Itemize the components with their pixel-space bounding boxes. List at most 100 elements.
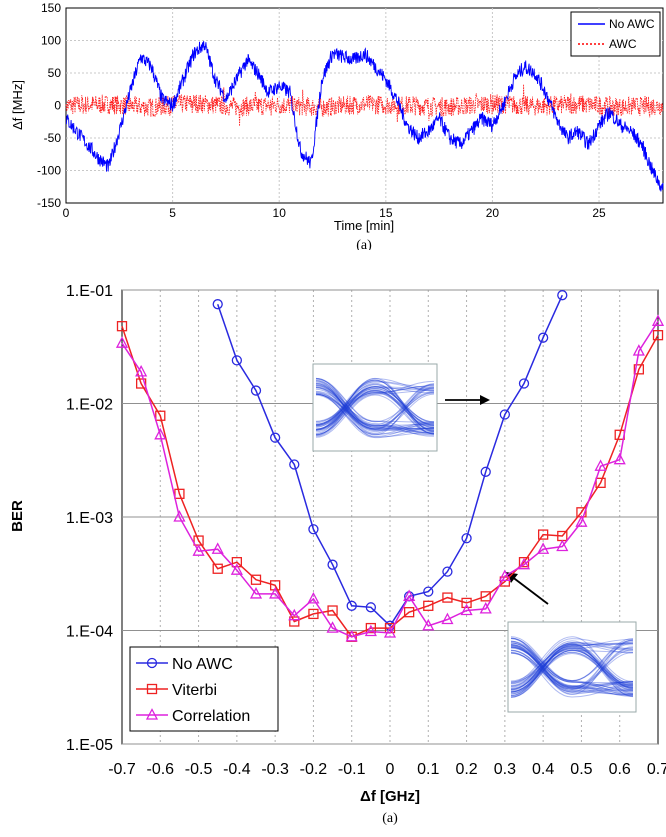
point-viterbi bbox=[480, 591, 491, 602]
point-correlation bbox=[517, 557, 531, 570]
point-correlation bbox=[345, 629, 358, 642]
x-tick-label: -0.1 bbox=[338, 761, 366, 778]
point-no-awc bbox=[308, 524, 319, 535]
y-tick-label: 1.E-03 bbox=[66, 510, 113, 527]
x-tick-label: 15 bbox=[379, 206, 393, 220]
legend-label-viterbi: Viterbi bbox=[172, 682, 217, 699]
legend: No AWC AWC bbox=[570, 11, 661, 57]
arrow-top-head bbox=[480, 395, 490, 405]
point-correlation bbox=[556, 539, 569, 552]
y-tick-label: 1.E-01 bbox=[66, 283, 113, 300]
point-viterbi bbox=[403, 607, 415, 618]
x-tick-label: -0.2 bbox=[300, 761, 328, 778]
point-viterbi bbox=[365, 622, 377, 634]
series-line-correlation bbox=[121, 320, 659, 638]
x-tick-label: 25 bbox=[592, 206, 606, 220]
point-viterbi bbox=[212, 563, 223, 574]
point-correlation bbox=[326, 621, 339, 633]
legend-label-correlation: Correlation bbox=[172, 708, 250, 725]
x-tick-label: 20 bbox=[486, 206, 500, 220]
y-tick-label: 150 bbox=[41, 1, 61, 15]
y-tick-label: -150 bbox=[37, 196, 61, 210]
eye-diagram-inset-top bbox=[312, 363, 438, 452]
point-correlation bbox=[269, 587, 282, 599]
x-tick-label: -0.4 bbox=[223, 761, 251, 778]
point-correlation bbox=[479, 602, 492, 614]
point-correlation bbox=[422, 618, 435, 631]
point-no-awc bbox=[289, 459, 300, 470]
point-correlation bbox=[135, 364, 148, 377]
point-no-awc bbox=[346, 600, 357, 611]
point-no-awc bbox=[231, 355, 243, 366]
point-correlation bbox=[383, 626, 397, 638]
point-correlation bbox=[537, 542, 550, 554]
point-viterbi bbox=[135, 378, 147, 389]
point-correlation bbox=[575, 515, 588, 527]
figure-caption: (a) bbox=[382, 811, 398, 826]
legend: No AWC Viterbi Correlation bbox=[129, 646, 279, 732]
x-tick-label: 0.3 bbox=[494, 761, 516, 778]
x-axis-label: Δf [GHz] bbox=[360, 788, 420, 805]
eye-diagram-inset-bottom bbox=[507, 621, 637, 713]
point-correlation bbox=[460, 603, 473, 616]
y-tick-label: 1.E-05 bbox=[66, 737, 113, 754]
y-tick-label: 50 bbox=[48, 66, 62, 80]
x-tick-label: 0.4 bbox=[532, 761, 554, 778]
point-correlation bbox=[288, 608, 301, 621]
x-tick-label: 10 bbox=[273, 206, 287, 220]
x-tick-label: 0 bbox=[63, 206, 70, 220]
point-viterbi bbox=[308, 608, 319, 620]
point-no-awc bbox=[537, 332, 549, 343]
x-tick-label: 0.7 bbox=[647, 761, 666, 778]
arrow-bottom-head bbox=[506, 572, 518, 583]
point-correlation bbox=[249, 587, 263, 599]
x-tick-label: -0.5 bbox=[185, 761, 213, 778]
y-tick-label: -100 bbox=[37, 164, 61, 178]
point-correlation bbox=[498, 569, 511, 581]
point-viterbi bbox=[250, 574, 262, 585]
point-correlation bbox=[192, 544, 205, 556]
point-viterbi bbox=[652, 330, 664, 341]
point-correlation bbox=[173, 510, 186, 522]
x-tick-label: 0.5 bbox=[570, 761, 592, 778]
point-correlation bbox=[403, 589, 416, 601]
point-no-awc bbox=[327, 559, 338, 570]
x-tick-label: -0.3 bbox=[261, 761, 289, 778]
point-no-awc bbox=[365, 602, 377, 613]
series-no-awc bbox=[65, 41, 664, 192]
point-viterbi bbox=[269, 580, 281, 591]
point-no-awc bbox=[518, 378, 530, 389]
point-correlation bbox=[211, 542, 224, 554]
point-no-awc bbox=[250, 385, 262, 396]
legend-label-no-awc: No AWC bbox=[172, 656, 233, 673]
x-tick-label: -0.7 bbox=[108, 761, 136, 778]
y-tick-label: 1.E-04 bbox=[66, 624, 113, 641]
point-viterbi bbox=[155, 410, 166, 421]
y-tick-label: 1.E-02 bbox=[66, 397, 113, 414]
x-tick-label: 0.6 bbox=[609, 761, 631, 778]
point-viterbi bbox=[633, 364, 645, 375]
point-viterbi bbox=[518, 557, 530, 568]
point-no-awc bbox=[461, 533, 472, 544]
point-no-awc bbox=[480, 466, 491, 477]
point-viterbi bbox=[461, 597, 472, 609]
y-tick-label: 0 bbox=[54, 99, 61, 113]
ber-chart: -0.7 -0.6 -0.5 -0.4 -0.3 -0.2 -0.1 0 0.1 0.2 0.3 0.… bbox=[9, 283, 666, 826]
point-viterbi bbox=[289, 616, 300, 627]
arrow-bottom bbox=[510, 575, 549, 605]
point-viterbi bbox=[442, 592, 453, 603]
point-viterbi bbox=[537, 529, 549, 540]
y-axis-label: Δf [MHz] bbox=[10, 80, 25, 130]
point-correlation bbox=[115, 336, 129, 348]
legend-label-awc: AWC bbox=[609, 37, 637, 51]
x-tick-label: 0 bbox=[386, 761, 395, 778]
point-no-awc bbox=[212, 299, 223, 310]
y-tick-label: 100 bbox=[41, 34, 61, 48]
y-axis-label: BER bbox=[9, 500, 26, 532]
point-viterbi bbox=[174, 488, 185, 499]
point-correlation bbox=[307, 591, 320, 604]
x-axis-label: Time [min] bbox=[334, 218, 394, 233]
x-tick-label: 5 bbox=[169, 206, 176, 220]
point-no-awc bbox=[269, 432, 281, 443]
point-no-awc bbox=[557, 290, 568, 301]
